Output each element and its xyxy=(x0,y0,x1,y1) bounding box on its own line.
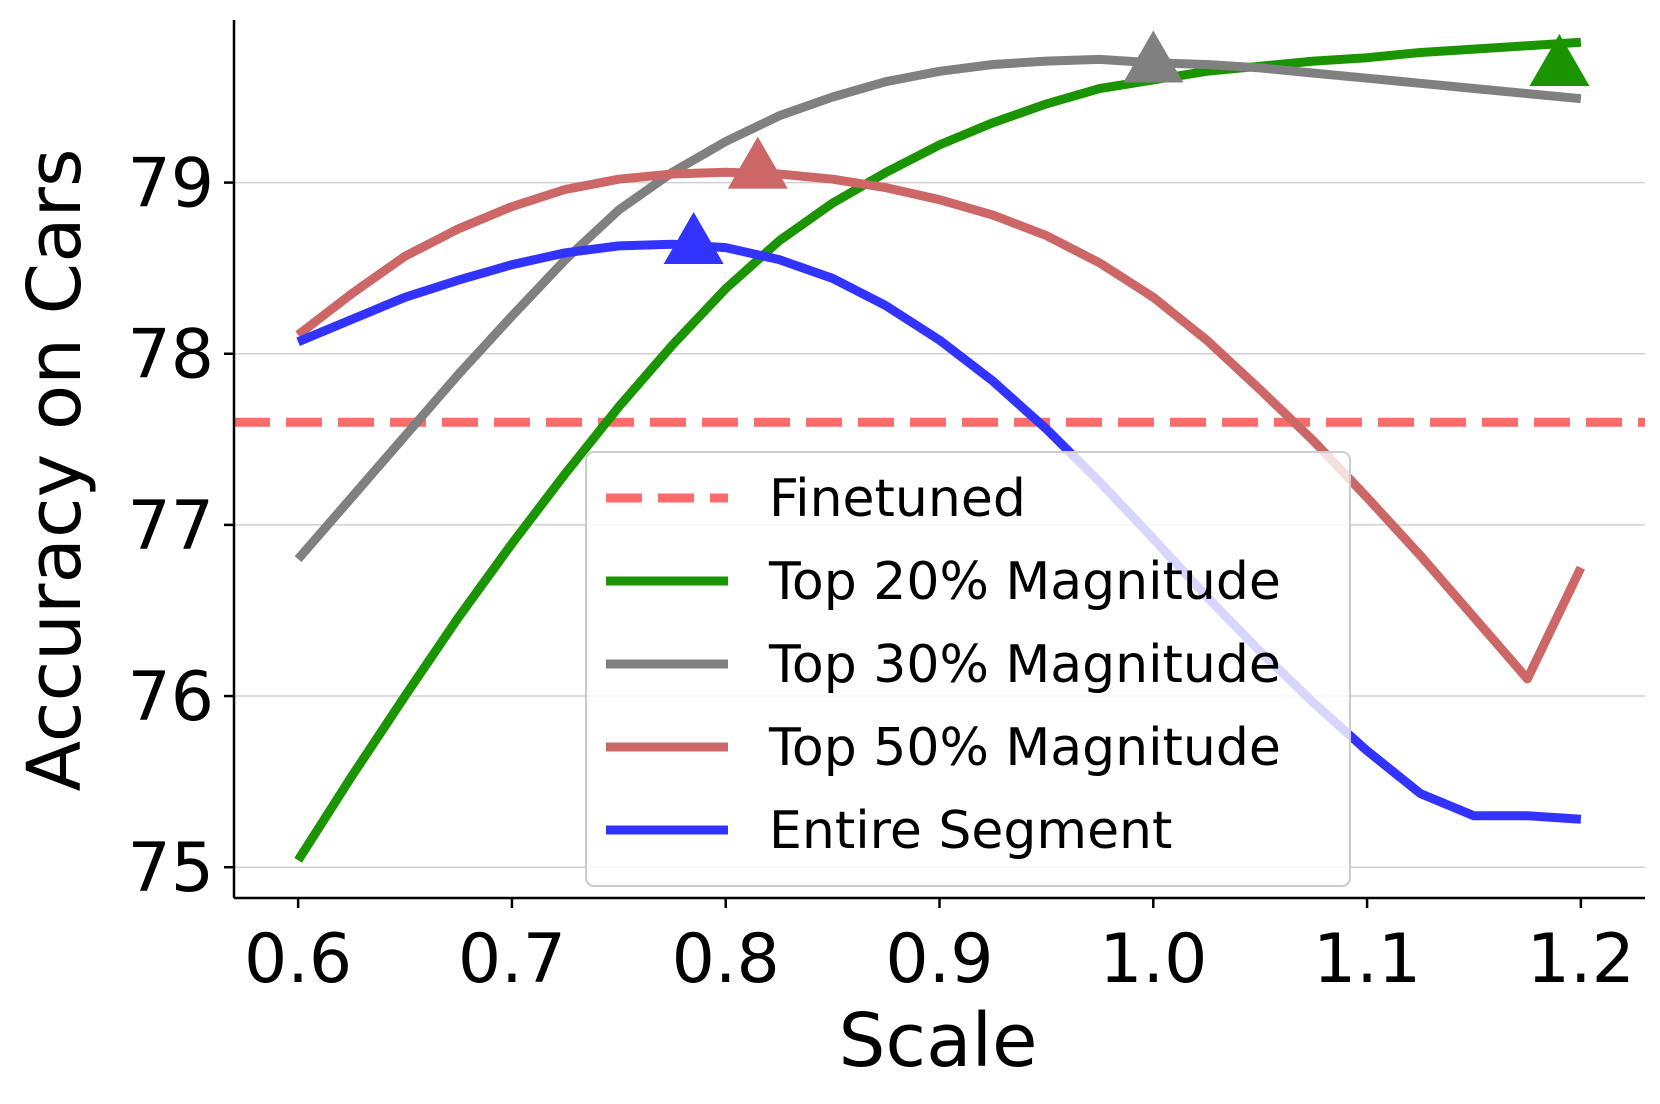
legend: Finetuned Top 20% Magnitude Top 30% Magnit… xyxy=(585,451,1351,887)
peak-marker-top-20pct-magnitude xyxy=(1529,33,1590,86)
legend-label-top-50pct-magnitude: Top 50% Magnitude xyxy=(768,718,1281,778)
y-axis-ticks: 75 76 77 78 79 xyxy=(127,145,234,908)
y-tick-label: 77 xyxy=(127,487,214,566)
x-tick-label: 0.6 xyxy=(244,920,352,999)
y-tick-label: 75 xyxy=(127,829,214,908)
series-lines xyxy=(294,37,1585,863)
x-axis-ticks: 0.6 0.7 0.8 0.9 1.0 1.1 1.2 xyxy=(244,898,1635,999)
x-tick-label: 1.0 xyxy=(1099,920,1207,999)
x-tick-label: 0.9 xyxy=(885,920,993,999)
peak-markers xyxy=(663,30,1590,264)
legend-label-finetuned: Finetuned xyxy=(769,469,1026,529)
peak-marker-top-30pct-magnitude xyxy=(1123,30,1184,83)
y-tick-label: 78 xyxy=(127,316,214,395)
y-axis-title: Accuracy on Cars xyxy=(12,148,98,791)
series-line-top-50pct-magnitude xyxy=(295,167,1585,684)
legend-label-top-30pct-magnitude: Top 30% Magnitude xyxy=(768,635,1281,695)
y-tick-label: 76 xyxy=(127,658,214,737)
peak-marker-entire-segment xyxy=(663,211,724,264)
legend-box xyxy=(585,451,1351,887)
legend-label-entire-segment: Entire Segment xyxy=(769,801,1172,861)
x-tick-label: 1.2 xyxy=(1527,920,1635,999)
peak-marker-top-50pct-magnitude xyxy=(727,136,788,189)
legend-label-top-20pct-magnitude: Top 20% Magnitude xyxy=(768,552,1281,612)
x-tick-label: 1.1 xyxy=(1313,920,1421,999)
x-tick-label: 0.8 xyxy=(672,920,780,999)
x-axis-title: Scale xyxy=(838,998,1037,1084)
y-tick-label: 79 xyxy=(127,145,214,224)
series-line-top-30pct-magnitude xyxy=(294,54,1582,563)
x-tick-label: 0.7 xyxy=(458,920,566,999)
series-line-top-20pct-magnitude xyxy=(294,37,1582,863)
series-line-entire-segment xyxy=(296,239,1582,824)
